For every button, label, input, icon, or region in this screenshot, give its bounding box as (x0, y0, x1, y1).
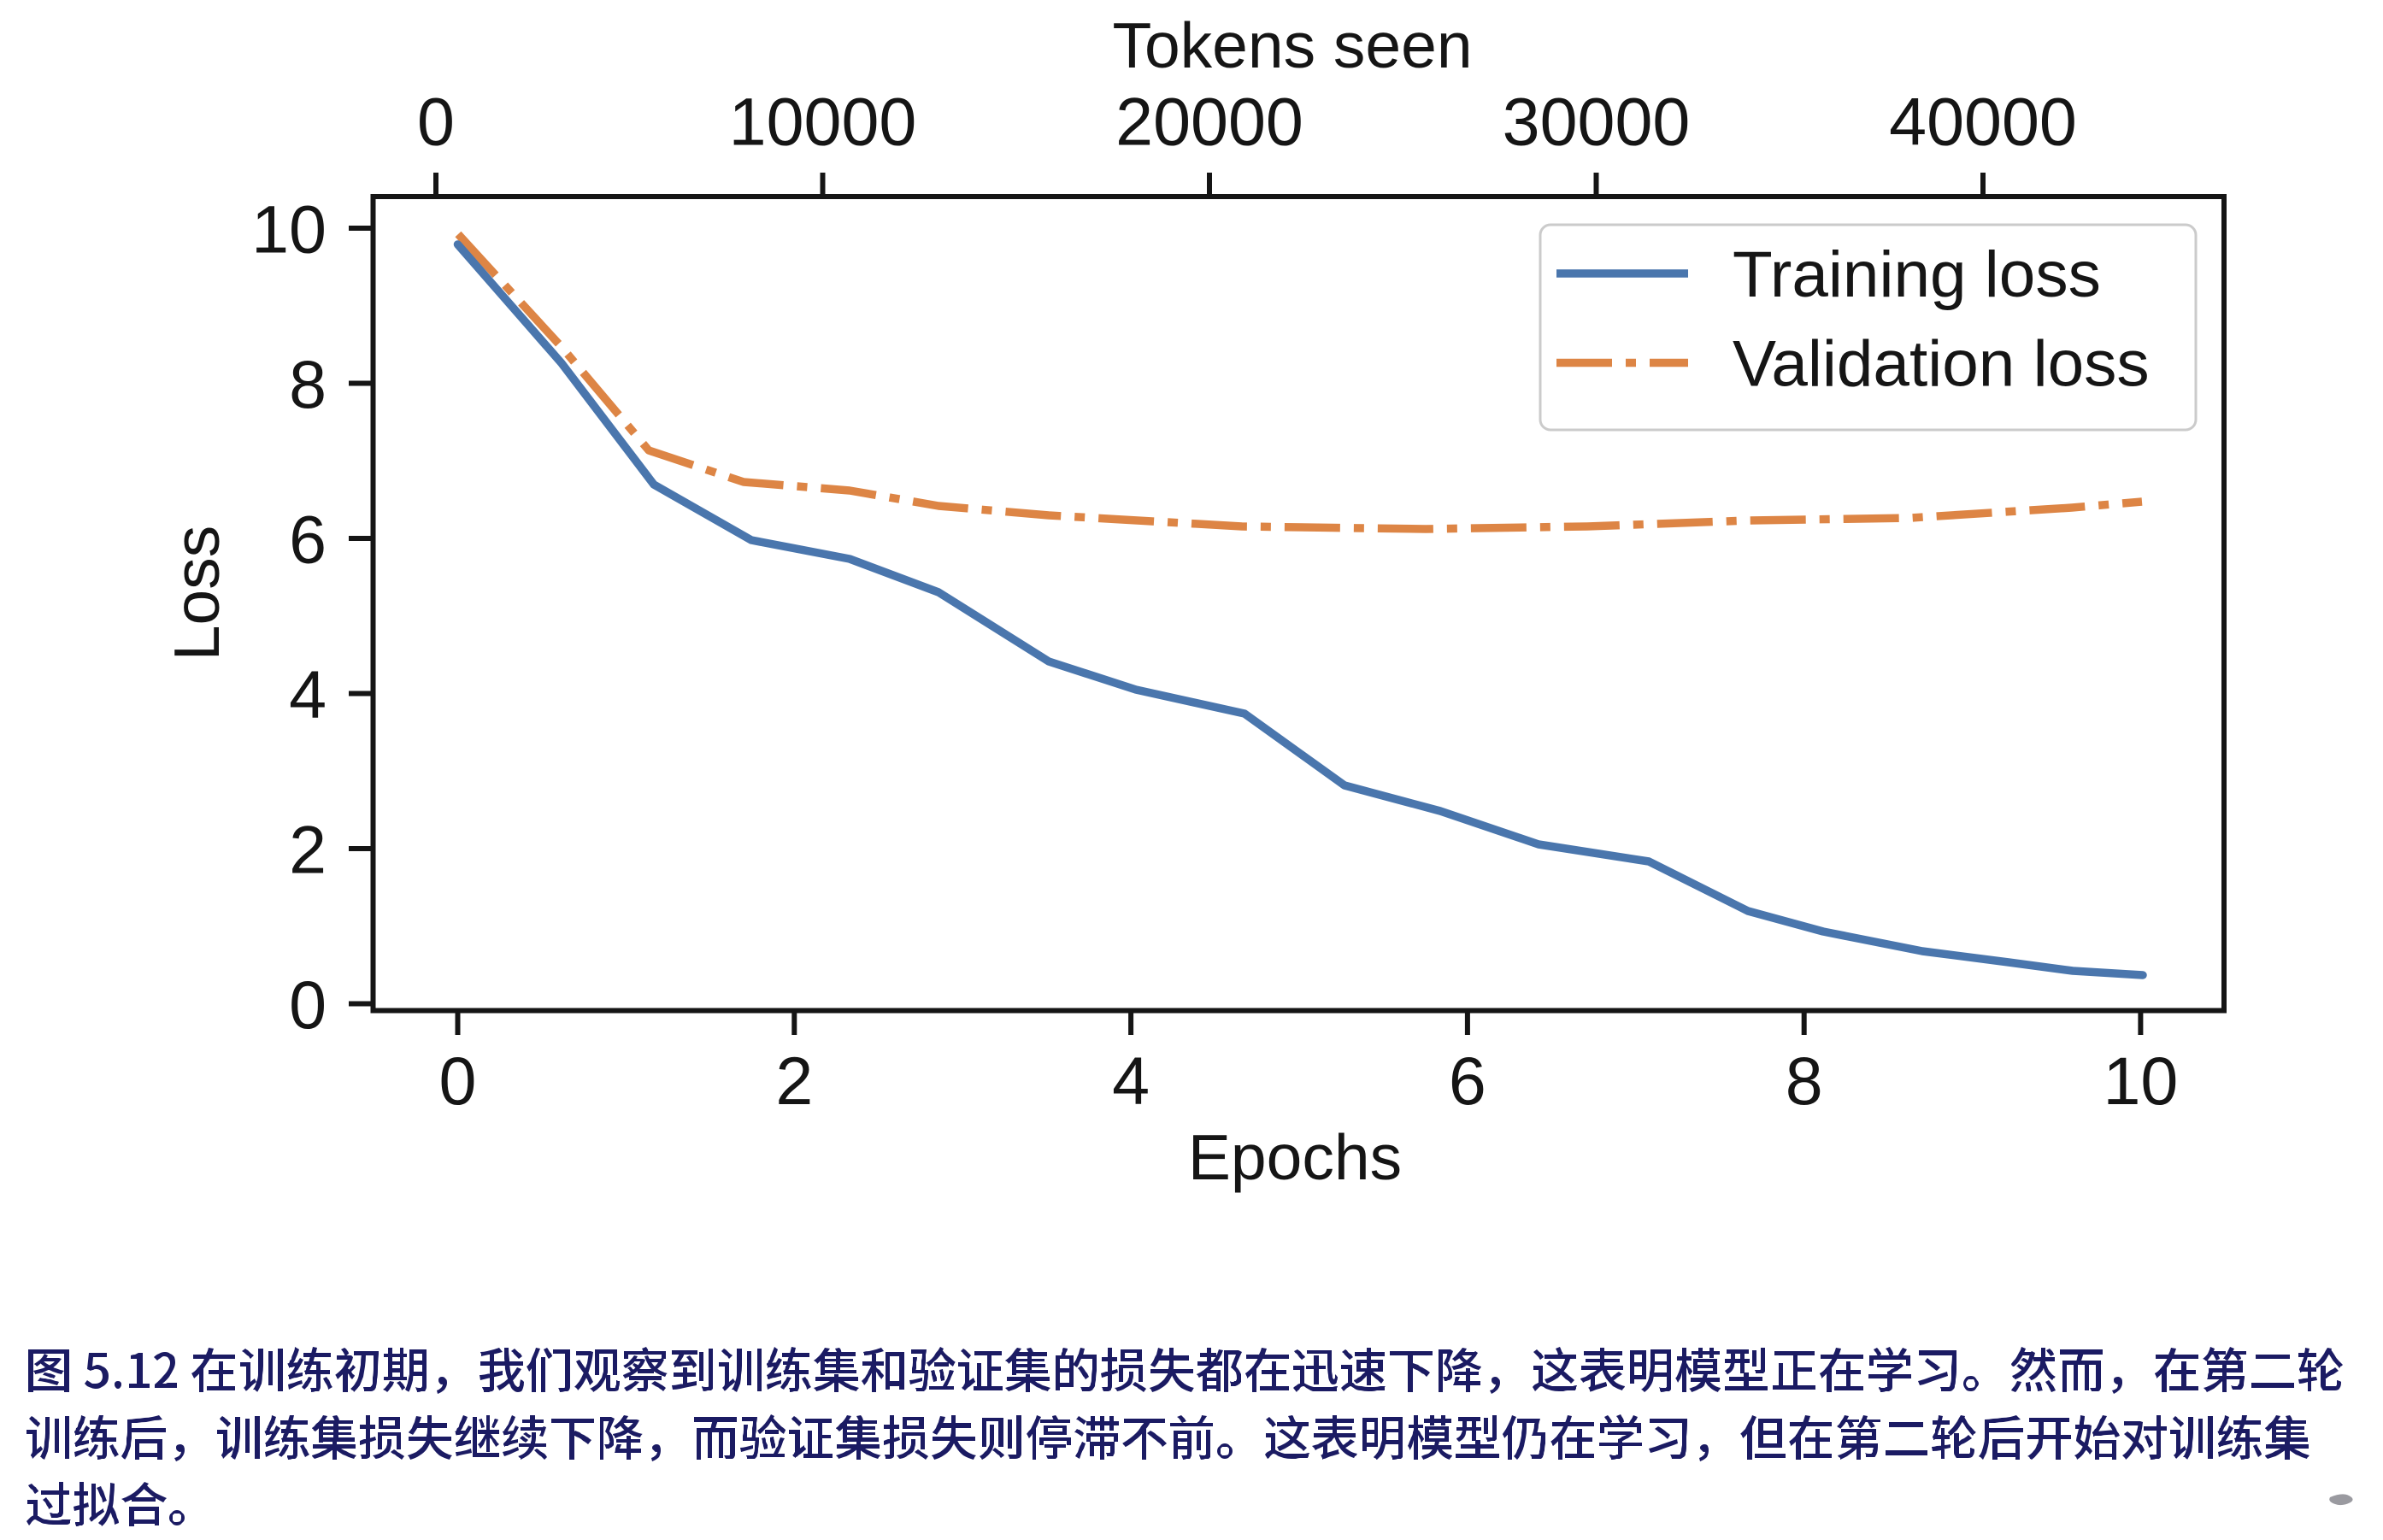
svg-text:10: 10 (251, 191, 327, 267)
svg-text:8: 8 (289, 346, 327, 422)
svg-text:2: 2 (775, 1043, 813, 1119)
svg-text:8: 8 (1786, 1043, 1823, 1119)
svg-text:0: 0 (289, 967, 327, 1043)
svg-text:20000: 20000 (1115, 84, 1303, 160)
svg-text:0: 0 (417, 84, 455, 160)
svg-text:4: 4 (289, 656, 327, 732)
svg-text:10: 10 (2103, 1043, 2178, 1119)
svg-text:Tokens seen: Tokens seen (1112, 9, 1472, 81)
svg-text:10000: 10000 (729, 84, 917, 160)
svg-text:Validation loss: Validation loss (1733, 328, 2150, 401)
svg-text:4: 4 (1112, 1043, 1150, 1119)
svg-text:40000: 40000 (1889, 84, 2077, 160)
svg-text:2: 2 (289, 811, 327, 887)
svg-text:Epochs: Epochs (1188, 1121, 1402, 1193)
svg-text:Loss: Loss (161, 526, 232, 661)
svg-text:Training loss: Training loss (1733, 238, 2101, 311)
svg-text:6: 6 (1449, 1043, 1486, 1119)
svg-text:0: 0 (439, 1043, 477, 1119)
svg-text:6: 6 (289, 501, 327, 577)
svg-text:30000: 30000 (1503, 84, 1691, 160)
